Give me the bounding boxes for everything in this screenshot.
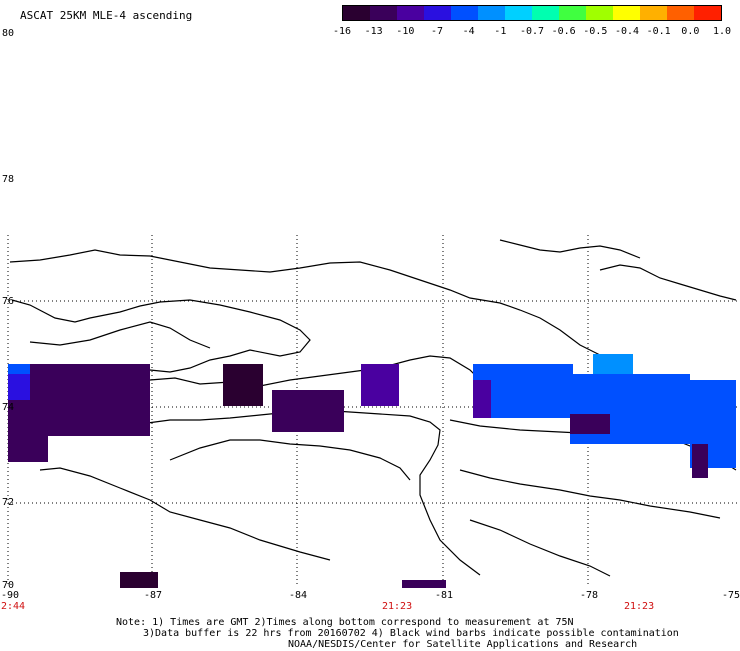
colorbar-swatch-4 — [451, 6, 478, 20]
time-label-3: 21:23 — [624, 601, 655, 612]
colorbar — [342, 5, 722, 21]
colorbar-label-5: -1 — [494, 26, 507, 37]
colorbar-swatch-10 — [613, 6, 640, 20]
colorbar-swatch-13 — [694, 6, 721, 20]
lat-label-74: 74 — [2, 402, 15, 413]
wind-data-cells — [8, 354, 736, 588]
lat-label-72: 72 — [2, 497, 15, 508]
colorbar-label-7: -0.6 — [551, 26, 576, 37]
lon-label--75: -75 — [722, 590, 740, 601]
colorbar-label-12: 1.0 — [712, 26, 732, 37]
lon-label--84: -84 — [289, 590, 308, 601]
colorbar-label-3: -7 — [430, 26, 444, 37]
lat-label-70: 70 — [2, 580, 15, 591]
colorbar-swatch-12 — [667, 6, 694, 20]
lon-label--78: -78 — [580, 590, 599, 601]
colorbar-swatch-5 — [478, 6, 505, 20]
colorbar-label-6: -0.7 — [519, 26, 545, 37]
colorbar-swatch-7 — [532, 6, 559, 20]
lat-label-76: 76 — [2, 296, 15, 307]
colorbar-swatch-1 — [370, 6, 397, 20]
colorbar-swatch-2 — [397, 6, 424, 20]
colorbar-swatch-9 — [586, 6, 613, 20]
time-label-2: 21:23 — [382, 601, 413, 612]
coastlines — [9, 239, 737, 577]
colorbar-swatch-8 — [559, 6, 586, 20]
lon-label--87: -87 — [144, 590, 163, 601]
colorbar-label-8: -0.5 — [583, 26, 608, 37]
colorbar-label-9: -0.4 — [614, 26, 640, 37]
colorbar-label-1: -13 — [364, 26, 383, 37]
colorbar-label-0: -16 — [332, 26, 352, 37]
time-label-1: 2:44 — [1, 601, 26, 612]
lon-label--81: -81 — [435, 590, 454, 601]
note-line-1: Note: 1) Times are GMT 2)Times along bot… — [116, 617, 574, 628]
map-title: ASCAT 25KM MLE-4 ascending — [20, 9, 193, 22]
lon-label--90: -90 — [1, 590, 20, 601]
lat-label-80: 80 — [2, 28, 15, 39]
note-line-3: NOAA/NESDIS/Center for Satellite Applica… — [288, 639, 638, 650]
colorbar-label-11: 0.0 — [681, 26, 700, 37]
colorbar-swatch-6 — [505, 6, 532, 20]
colorbar-label-4: -4 — [462, 26, 475, 37]
note-line-2: 3)Data buffer is 22 hrs from 20160702 4)… — [143, 628, 679, 639]
colorbar-swatch-3 — [424, 6, 451, 20]
colorbar-swatch-0 — [343, 6, 370, 20]
lat-label-78: 78 — [2, 174, 15, 185]
colorbar-label-2: -10 — [396, 26, 415, 37]
colorbar-swatch-11 — [640, 6, 667, 20]
colorbar-label-10: -0.1 — [646, 26, 671, 37]
